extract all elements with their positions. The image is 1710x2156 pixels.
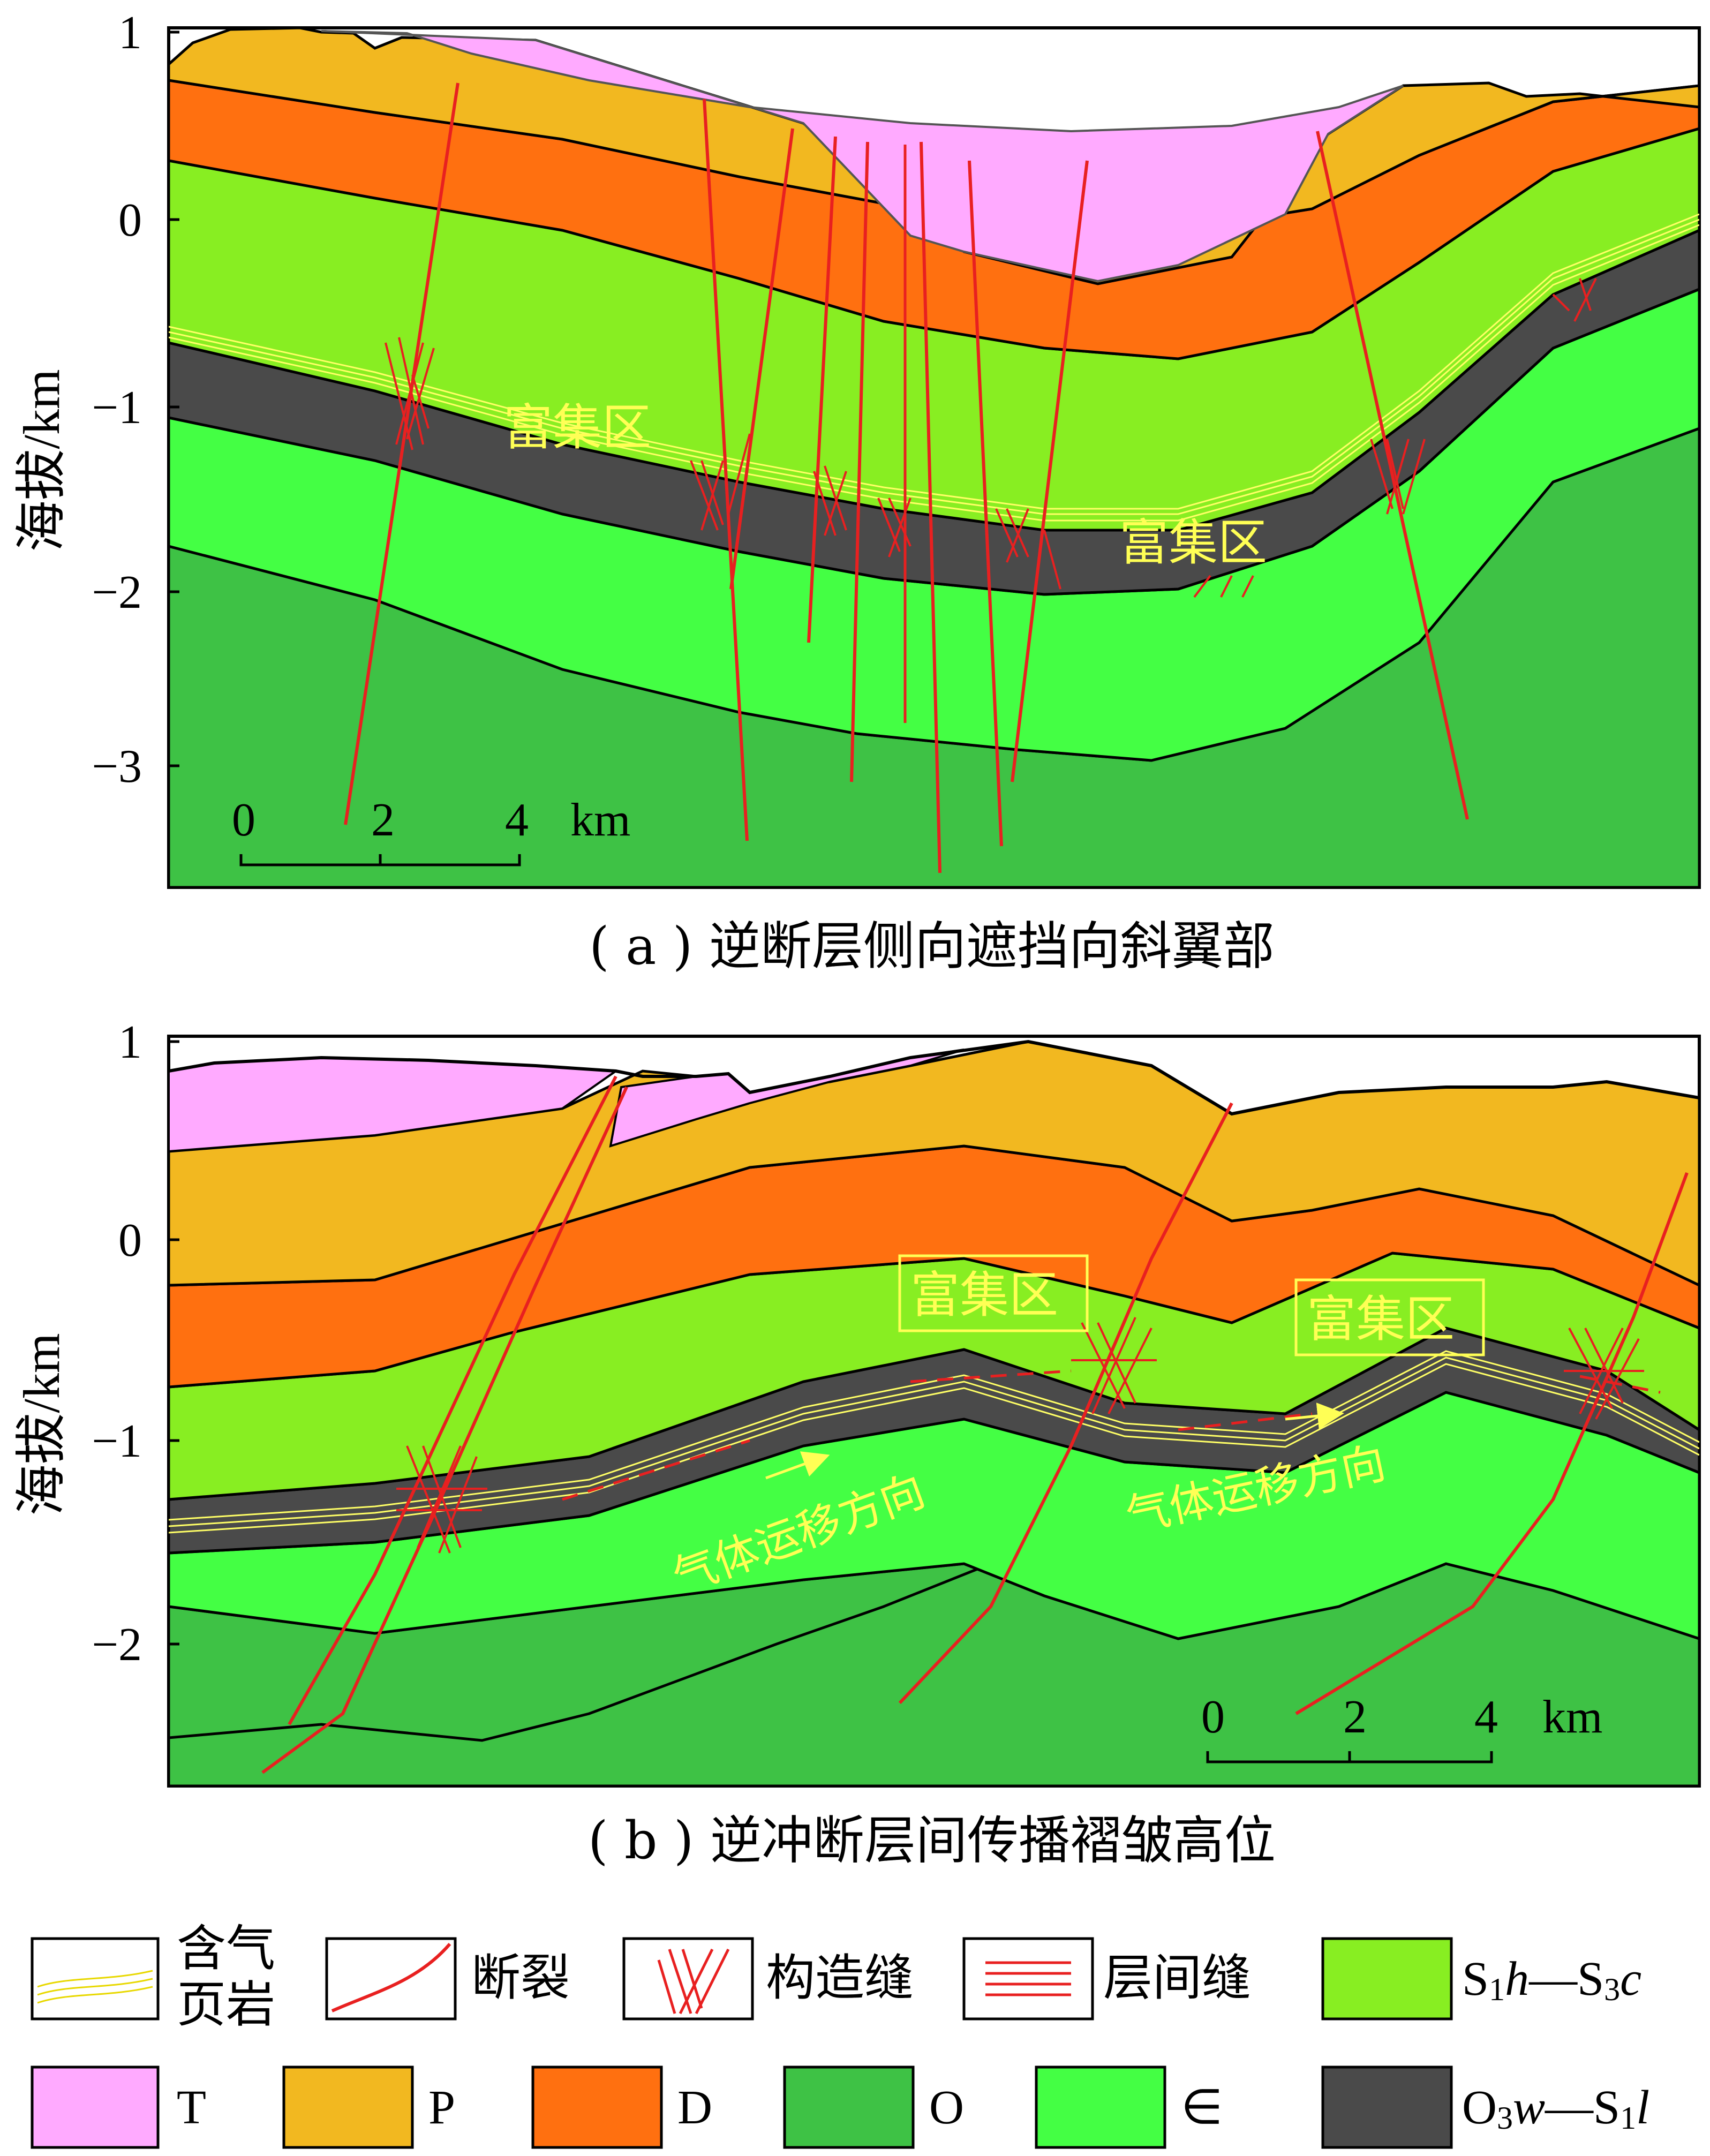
legend: 含气 页岩 断裂 构造缝 层间缝 S1h—S3c T P — [31, 1920, 1649, 2149]
fracture-clusters-b — [396, 1317, 1644, 1554]
ylabel-b: 海拔/km — [13, 1333, 70, 1516]
legend-bedding-fracture: 层间缝 — [962, 1937, 1251, 2021]
legend-label-D: D — [677, 2081, 712, 2134]
scale-tick-2: 2 — [1343, 1691, 1367, 1743]
zone-box-b1 — [898, 1254, 1089, 1332]
legend-T: T — [31, 2065, 206, 2149]
migration-arrows-b — [765, 1403, 1344, 1480]
caption-b: ( b ) 逆冲断层间传播褶皱高位 — [588, 1811, 1276, 1871]
ytick-label: −1 — [92, 1415, 142, 1467]
legend-label-P: P — [428, 2081, 455, 2134]
scale-tick-4: 4 — [1474, 1691, 1498, 1743]
zone-label-b2: 富集区 — [1307, 1291, 1455, 1348]
legend-O3w-S1l: O3w—S1l — [1321, 2065, 1649, 2149]
legend-label-structural-fracture: 构造缝 — [766, 1949, 914, 2007]
scale-tick-0: 0 — [1201, 1691, 1225, 1743]
legend-label-gas-2: 页岩 — [177, 1976, 275, 2033]
bedding-fractures-b — [562, 1369, 1661, 1501]
legend-fault: 断裂 — [325, 1937, 570, 2021]
ytick-label: −2 — [92, 1619, 142, 1671]
legend-structural-fracture: 构造缝 — [622, 1937, 914, 2021]
faults-b — [261, 1075, 1689, 1774]
ylabel-a: 海拔/km — [13, 369, 70, 552]
caption-a: ( a ) 逆断层侧向遮挡向斜翼部 — [589, 916, 1275, 976]
gas-shale-lines-b — [169, 1350, 1699, 1534]
ytick-label: 1 — [118, 1016, 142, 1068]
scalebar-a: 0 2 4 km — [232, 794, 630, 866]
legend-label-fault: 断裂 — [471, 1949, 570, 2007]
legend-cambrian: ∈ — [1035, 2065, 1223, 2149]
panel-a: 富集区 富集区 海拔/km 1 0 −1 −2 −3 0 2 4 km ( a … — [13, 7, 1701, 976]
scale-unit: km — [1542, 1691, 1602, 1743]
legend-O: O — [783, 2065, 964, 2149]
ytick-label: −1 — [92, 382, 142, 434]
ytick-label: 1 — [118, 7, 142, 59]
ytick-label: −3 — [92, 741, 142, 793]
yticks-b: 1 0 −1 −2 — [92, 1016, 179, 1671]
legend-label-O: O — [929, 2081, 964, 2134]
scale-tick-2: 2 — [371, 794, 395, 846]
legend-D: D — [531, 2065, 712, 2149]
legend-gas-shale: 含气 页岩 — [31, 1920, 275, 2033]
yticks-a: 1 0 −1 −2 −3 — [92, 7, 179, 793]
legend-P: P — [282, 2065, 455, 2149]
legend-label-S1h-S3c: S1h—S3c — [1462, 1953, 1641, 2007]
legend-label-bedding-fracture: 层间缝 — [1103, 1949, 1251, 2007]
zone-label-a1: 富集区 — [503, 399, 651, 456]
scale-unit: km — [570, 794, 630, 846]
legend-label-cambrian: ∈ — [1181, 2081, 1223, 2134]
layer-T — [321, 30, 1404, 283]
scale-tick-4: 4 — [505, 794, 529, 846]
ytick-label: 0 — [118, 194, 142, 246]
scalebar-b: 0 2 4 km — [1201, 1691, 1602, 1763]
ytick-label: 0 — [118, 1215, 142, 1267]
panel-b: 富集区 富集区 气体运移方向 气体运移方向 海拔/km 1 0 −1 −2 0 … — [13, 1016, 1701, 1871]
zone-box-b2 — [1294, 1278, 1485, 1356]
zone-label-a2: 富集区 — [1119, 514, 1267, 571]
scale-tick-0: 0 — [232, 794, 255, 846]
fracture-clusters-a — [385, 278, 1597, 598]
faults-a — [344, 82, 1469, 873]
legend-label-gas-1: 含气 — [177, 1920, 275, 1977]
ytick-label: −2 — [92, 567, 142, 619]
legend-S1h-S3c: S1h—S3c — [1321, 1937, 1641, 2021]
legend-label-T: T — [177, 2081, 206, 2134]
legend-label-O3w-S1l: O3w—S1l — [1462, 2081, 1649, 2136]
zone-label-b1: 富集区 — [910, 1267, 1058, 1324]
